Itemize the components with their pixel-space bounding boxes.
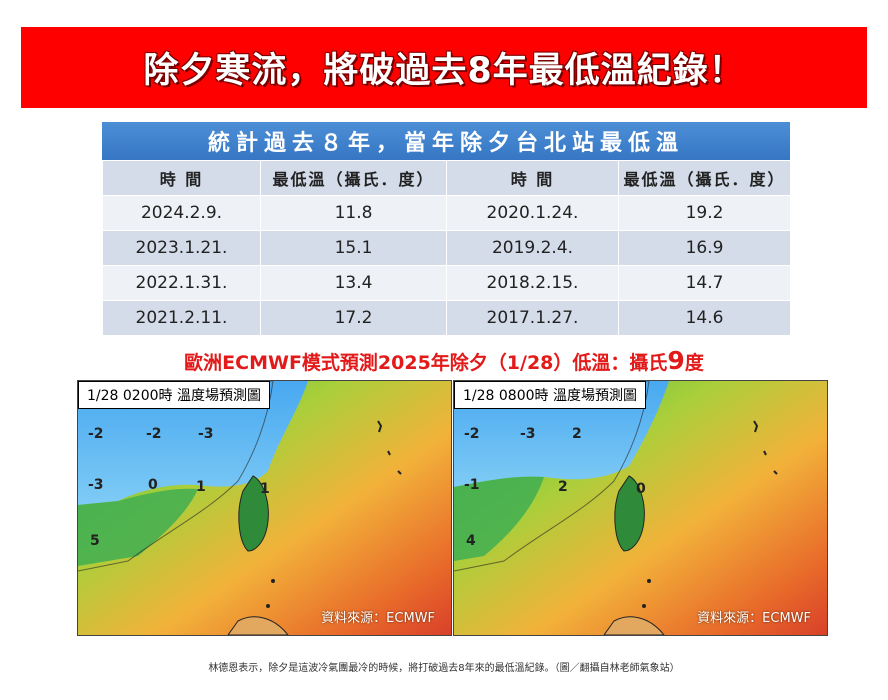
isotherm-label: 1 — [196, 479, 206, 495]
isotherm-label: 2 — [572, 426, 582, 442]
table-cell: 16.9 — [618, 230, 791, 266]
table-cell: 2018.2.15. — [446, 265, 619, 301]
isotherm-label: -3 — [520, 426, 536, 442]
table-header-row: 時 間 最低溫（攝氏．度） 時 間 最低溫（攝氏．度） — [102, 160, 791, 196]
isotherm-label: -3 — [88, 477, 104, 493]
table-cell: 2021.2.11. — [102, 300, 261, 336]
table-cell: 2022.1.31. — [102, 265, 261, 301]
table-row: 2022.1.31. 13.4 2018.2.15. 14.7 — [102, 265, 791, 301]
isotherm-label: 5 — [90, 533, 100, 549]
table-cell: 15.1 — [260, 230, 447, 266]
forecast-suffix: 度 — [684, 352, 704, 374]
header-min-temp-1: 最低溫（攝氏．度） — [260, 160, 447, 196]
forecast-value: 9 — [667, 346, 685, 375]
isotherm-label: 0 — [148, 477, 158, 493]
map-source: 資料來源：ECMWF — [697, 611, 811, 626]
table-cell: 11.8 — [260, 195, 447, 231]
isotherm-label: 0 — [636, 481, 646, 497]
isotherm-label: -1 — [464, 477, 480, 493]
map-source: 資料來源：ECMWF — [321, 611, 435, 626]
temperature-table: 時 間 最低溫（攝氏．度） 時 間 最低溫（攝氏．度） 2024.2.9. 11… — [102, 160, 791, 336]
table-cell: 2024.2.9. — [102, 195, 261, 231]
isotherm-label: 4 — [466, 533, 476, 549]
headline-banner: 除夕寒流，將破過去8年最低溫紀錄！ — [21, 27, 867, 108]
table-row: 2024.2.9. 11.8 2020.1.24. 19.2 — [102, 195, 791, 231]
map-title: 1/28 0200時 溫度場預測圖 — [78, 381, 270, 409]
table-cell: 17.2 — [260, 300, 447, 336]
table-cell: 14.6 — [618, 300, 791, 336]
map-image — [454, 381, 827, 635]
isotherm-label: -2 — [464, 426, 480, 442]
table-title: 統計過去８年，當年除夕台北站最低溫 — [102, 122, 790, 160]
table-cell: 2017.1.27. — [446, 300, 619, 336]
isotherm-label: -2 — [88, 426, 104, 442]
isotherm-label: 2 — [558, 479, 568, 495]
map-title: 1/28 0800時 溫度場預測圖 — [454, 381, 646, 409]
table-row: 2023.1.21. 15.1 2019.2.4. 16.9 — [102, 230, 791, 266]
table-cell: 2019.2.4. — [446, 230, 619, 266]
isotherm-label: 1 — [260, 481, 270, 497]
header-date-2: 時 間 — [446, 160, 619, 196]
table-cell: 2023.1.21. — [102, 230, 261, 266]
isotherm-label: -2 — [146, 426, 162, 442]
table-cell: 19.2 — [618, 195, 791, 231]
isotherm-label: -3 — [198, 426, 214, 442]
forecast-prefix: 歐洲ECMWF模式預測2025年除夕（1/28）低溫：攝氏 — [184, 352, 668, 374]
table-cell: 14.7 — [618, 265, 791, 301]
header-min-temp-2: 最低溫（攝氏．度） — [618, 160, 791, 196]
table-row: 2021.2.11. 17.2 2017.1.27. 14.6 — [102, 300, 791, 336]
table-cell: 2020.1.24. — [446, 195, 619, 231]
headline-text: 除夕寒流，將破過去8年最低溫紀錄！ — [143, 51, 745, 91]
image-caption: 林德恩表示，除夕是這波冷氣團最冷的時候，將打破過去8年來的最低溫紀錄。（圖／翻攝… — [208, 663, 680, 674]
map-image — [78, 381, 451, 635]
table-cell: 13.4 — [260, 265, 447, 301]
temperature-table-panel: 統計過去８年，當年除夕台北站最低溫 時 間 最低溫（攝氏．度） 時 間 最低溫（… — [102, 122, 791, 336]
temperature-map-0200: -2 -2 -3 -3 0 1 1 5 1/28 0200時 溫度場預測圖 資料… — [77, 380, 452, 636]
temperature-map-0800: -2 -3 2 -1 2 0 4 1/28 0800時 溫度場預測圖 資料來源：… — [453, 380, 828, 636]
header-date-1: 時 間 — [102, 160, 261, 196]
forecast-heading: 歐洲ECMWF模式預測2025年除夕（1/28）低溫：攝氏9度 — [0, 346, 888, 375]
